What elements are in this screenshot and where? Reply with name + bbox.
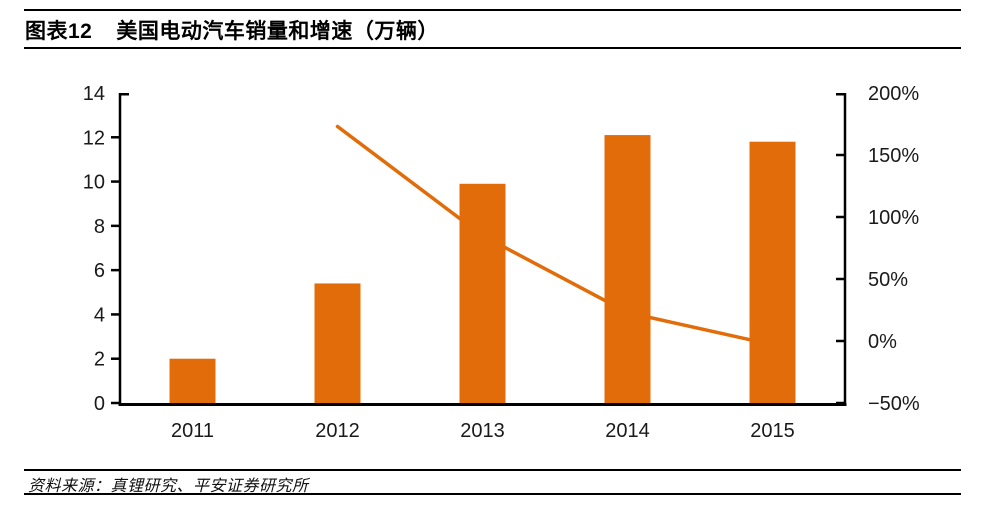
x-axis-category-label: 2013	[460, 420, 505, 442]
chart-header: 图表12 美国电动汽车销量和增速（万辆）	[25, 15, 439, 45]
x-axis-category-label: 2014	[605, 420, 650, 442]
figure-title: 美国电动汽车销量和增速（万辆）	[116, 20, 439, 43]
sales-bar-2013	[459, 183, 506, 403]
right-axis-tick-label: 150%	[868, 145, 919, 167]
x-axis-category-label: 2015	[750, 420, 795, 442]
left-axis-tick-label: 10	[83, 172, 105, 194]
left-axis-tick-label: 6	[94, 260, 105, 282]
source-top-divider	[24, 469, 961, 471]
sales-bar-2015	[749, 141, 796, 403]
x-axis-category-label: 2012	[315, 420, 360, 442]
right-axis-tick-label: 50%	[868, 269, 908, 291]
left-axis-tick-label: 12	[83, 127, 105, 149]
left-axis-tick-label: 2	[94, 349, 105, 371]
source-note: 资料来源：真锂研究、平安证券研究所	[28, 478, 309, 495]
left-axis-tick-label: 14	[83, 83, 105, 105]
figure-label: 图表12	[25, 20, 93, 43]
left-axis-tick-label: 4	[94, 304, 105, 326]
left-axis-tick-label: 0	[94, 393, 105, 415]
sales-bar-2011	[169, 358, 216, 403]
sales-bar-2014	[604, 135, 651, 404]
x-axis-category-label: 2011	[171, 420, 214, 442]
right-axis-tick-label: 100%	[868, 207, 919, 229]
header-divider	[24, 47, 961, 49]
growth-line-series	[335, 124, 775, 347]
right-axis-tick-label: 0%	[868, 331, 897, 353]
top-divider	[24, 9, 961, 11]
bottom-divider	[24, 493, 961, 495]
right-axis-tick-label: −50%	[868, 393, 920, 415]
combo-bar-line-chart: 14 12 10 8 6 4 2 0 200% 150% 100% 50% 0% −50% 2011 2012…	[83, 83, 920, 442]
left-axis-tick-label: 8	[94, 216, 105, 238]
right-axis-tick-label: 200%	[868, 83, 919, 105]
sales-bar-2012	[314, 283, 361, 403]
